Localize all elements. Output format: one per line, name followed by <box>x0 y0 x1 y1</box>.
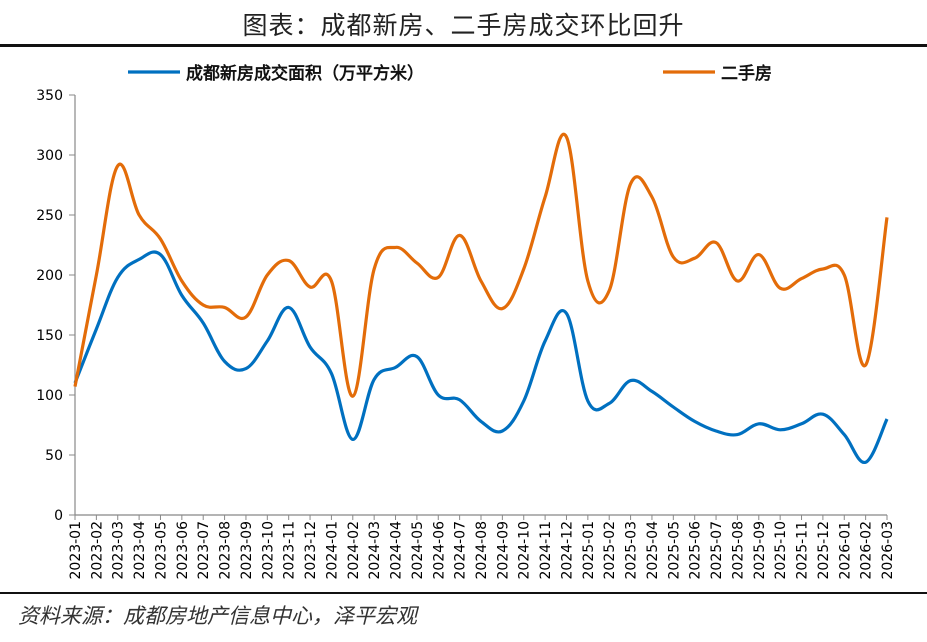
x-tick-label: 2023-03 <box>111 521 127 580</box>
y-tick-label: 100 <box>36 388 63 404</box>
x-tick-label: 2024-07 <box>453 521 469 580</box>
x-tick-label: 2023-08 <box>218 521 234 580</box>
x-tick-label: 2024-04 <box>389 521 405 580</box>
x-tick-label: 2025-05 <box>666 521 682 580</box>
x-tick-label: 2024-02 <box>346 521 362 580</box>
x-tick-label: 2024-03 <box>367 521 383 580</box>
x-tick-label: 2023-12 <box>303 521 319 580</box>
x-tick-label: 2023-05 <box>153 521 169 580</box>
x-tick-label: 2023-09 <box>239 521 255 580</box>
y-tick-label: 50 <box>45 448 63 464</box>
x-tick-label: 2024-01 <box>324 521 340 580</box>
x-tick-label: 2026-01 <box>837 521 853 580</box>
x-tick-label: 2024-11 <box>538 521 554 580</box>
x-tick-label: 2024-10 <box>517 521 533 580</box>
x-tick-label: 2025-06 <box>688 521 704 580</box>
x-tick-label: 2024-05 <box>410 521 426 580</box>
chart-title: 图表：成都新房、二手房成交环比回升 <box>242 11 685 40</box>
x-tick-label: 2024-12 <box>559 521 575 580</box>
x-tick-label: 2023-04 <box>132 521 148 580</box>
x-tick-label: 2024-09 <box>495 521 511 580</box>
x-tick-label: 2026-03 <box>880 521 896 580</box>
y-tick-label: 350 <box>36 88 63 104</box>
footer-rule <box>0 592 927 594</box>
x-tick-label: 2025-08 <box>730 521 746 580</box>
x-tick-label: 2025-10 <box>773 521 789 580</box>
x-tick-label: 2025-12 <box>816 521 832 580</box>
x-tick-label: 2025-01 <box>581 521 597 580</box>
x-tick-label: 2023-10 <box>260 521 276 580</box>
x-tick-label: 2025-09 <box>752 521 768 580</box>
x-tick-label: 2025-03 <box>624 521 640 580</box>
x-tick-label: 2023-01 <box>68 521 84 580</box>
y-tick-label: 250 <box>36 208 63 224</box>
x-tick-label: 2025-11 <box>795 521 811 580</box>
x-tick-label: 2023-11 <box>282 521 298 580</box>
series-line-2 <box>73 132 889 398</box>
y-tick-label: 150 <box>36 328 63 344</box>
x-tick-label: 2024-06 <box>431 521 447 580</box>
legend-label: 成都新房成交面积（万平方米） <box>186 63 424 84</box>
x-tick-label: 2025-02 <box>602 521 618 580</box>
x-tick-label: 2026-02 <box>859 521 875 580</box>
x-tick-label: 2023-06 <box>175 521 191 580</box>
x-tick-label: 2025-04 <box>645 521 661 580</box>
legend-label: 二手房 <box>721 63 772 84</box>
y-tick-label: 200 <box>36 268 63 284</box>
x-tick-label: 2024-08 <box>474 521 490 580</box>
source-note: 资料来源：成都房地产信息中心，泽平宏观 <box>18 604 417 628</box>
x-tick-label: 2023-02 <box>89 521 105 580</box>
y-tick-label: 0 <box>54 508 63 524</box>
series-line-1 <box>73 250 889 464</box>
title-rule <box>0 44 927 47</box>
x-tick-label: 2025-07 <box>709 521 725 580</box>
x-tick-label: 2023-07 <box>196 521 212 580</box>
y-tick-label: 300 <box>36 148 63 164</box>
